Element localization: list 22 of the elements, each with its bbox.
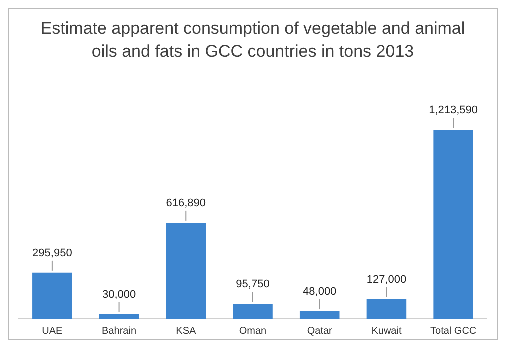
data-label: 48,000 bbox=[303, 286, 337, 298]
x-tick-label: Bahrain bbox=[102, 326, 137, 337]
data-label: 95,750 bbox=[236, 278, 270, 291]
x-tick-label: Oman bbox=[239, 326, 267, 337]
x-tick-label: KSA bbox=[176, 326, 196, 337]
x-tick-label: Qatar bbox=[307, 326, 334, 337]
bar bbox=[366, 299, 407, 319]
data-label: 295,950 bbox=[32, 247, 72, 260]
chart-title: Estimate apparent consumption of vegetable and animal oils and fats in GCC countries in tons 2013 bbox=[40, 18, 466, 63]
bar bbox=[233, 304, 273, 319]
bar bbox=[300, 312, 340, 319]
x-tick-label: UAE bbox=[42, 326, 64, 337]
data-label: 30,000 bbox=[102, 288, 136, 301]
bar bbox=[99, 314, 140, 319]
x-tick-label: Kuwait bbox=[372, 326, 402, 337]
bar bbox=[434, 130, 474, 319]
x-tick-label: Total GCC bbox=[430, 326, 477, 337]
bar bbox=[32, 272, 72, 319]
data-label: 616,890 bbox=[166, 197, 206, 210]
bar bbox=[166, 222, 206, 319]
data-label: 1,213,590 bbox=[429, 104, 478, 117]
data-label: 127,000 bbox=[366, 274, 407, 286]
